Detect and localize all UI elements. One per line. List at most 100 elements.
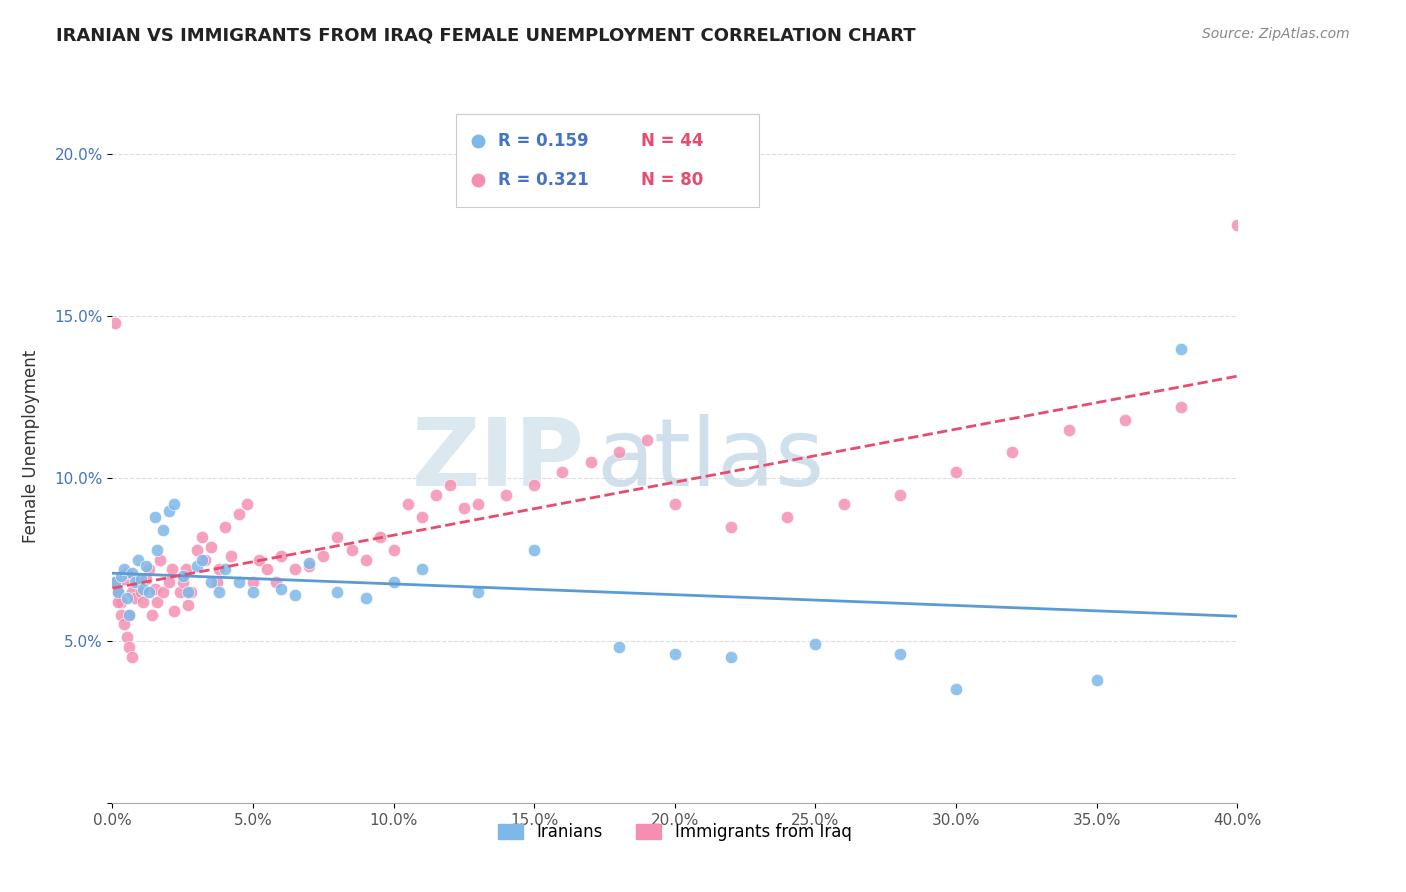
- Point: [523, 542, 546, 557]
- Point: [112, 572, 135, 586]
- Point: [776, 510, 799, 524]
- Point: [135, 572, 157, 586]
- Point: [132, 595, 155, 609]
- Point: [152, 585, 174, 599]
- Text: N = 44: N = 44: [641, 132, 703, 150]
- Point: [172, 568, 194, 582]
- Point: [354, 552, 377, 566]
- Y-axis label: Female Unemployment: Female Unemployment: [22, 350, 41, 542]
- Point: [191, 552, 214, 566]
- Point: [236, 497, 259, 511]
- Point: [177, 598, 200, 612]
- Point: [228, 507, 250, 521]
- Point: [110, 595, 132, 609]
- Point: [1170, 342, 1192, 356]
- Point: [163, 604, 186, 618]
- Point: [107, 595, 129, 609]
- Point: [326, 530, 349, 544]
- Point: [152, 524, 174, 538]
- Point: [129, 572, 152, 586]
- Point: [112, 617, 135, 632]
- Text: atlas: atlas: [596, 414, 824, 507]
- Point: [205, 575, 228, 590]
- Point: [523, 478, 546, 492]
- Point: [1226, 219, 1249, 233]
- Point: [177, 585, 200, 599]
- Text: R = 0.159: R = 0.159: [498, 132, 589, 150]
- Point: [284, 562, 307, 576]
- Point: [110, 607, 132, 622]
- Point: [118, 640, 141, 654]
- Point: [270, 549, 292, 564]
- Point: [467, 585, 489, 599]
- Point: [228, 575, 250, 590]
- Point: [104, 575, 127, 590]
- Point: [354, 591, 377, 606]
- Point: [118, 607, 141, 622]
- Point: [664, 497, 686, 511]
- Point: [146, 595, 169, 609]
- Text: R = 0.321: R = 0.321: [498, 171, 589, 189]
- Point: [146, 542, 169, 557]
- Point: [312, 549, 335, 564]
- Text: Source: ZipAtlas.com: Source: ZipAtlas.com: [1202, 27, 1350, 41]
- FancyBboxPatch shape: [456, 114, 759, 207]
- Point: [889, 647, 911, 661]
- Point: [720, 649, 742, 664]
- Point: [124, 591, 146, 606]
- Point: [1001, 445, 1024, 459]
- Point: [118, 607, 141, 622]
- Text: N = 80: N = 80: [641, 171, 703, 189]
- Point: [270, 582, 292, 596]
- Point: [115, 591, 138, 606]
- Point: [157, 575, 180, 590]
- Point: [242, 575, 264, 590]
- Point: [104, 575, 127, 590]
- Point: [163, 497, 186, 511]
- Text: ZIP: ZIP: [412, 414, 585, 507]
- Point: [112, 562, 135, 576]
- Point: [124, 575, 146, 590]
- Point: [298, 556, 321, 570]
- Point: [945, 682, 967, 697]
- Point: [945, 465, 967, 479]
- Point: [121, 585, 143, 599]
- Point: [607, 640, 630, 654]
- Point: [129, 585, 152, 599]
- Point: [804, 637, 827, 651]
- Point: [1085, 673, 1108, 687]
- Point: [191, 530, 214, 544]
- Point: [138, 562, 160, 576]
- Point: [579, 455, 602, 469]
- Point: [104, 316, 127, 330]
- Legend: Iranians, Immigrants from Iraq: Iranians, Immigrants from Iraq: [492, 817, 858, 848]
- Point: [467, 497, 489, 511]
- Point: [186, 559, 208, 574]
- Point: [439, 478, 461, 492]
- Point: [115, 631, 138, 645]
- Point: [264, 575, 287, 590]
- Text: IRANIAN VS IMMIGRANTS FROM IRAQ FEMALE UNEMPLOYMENT CORRELATION CHART: IRANIAN VS IMMIGRANTS FROM IRAQ FEMALE U…: [56, 27, 915, 45]
- Point: [194, 552, 217, 566]
- Point: [382, 542, 405, 557]
- Point: [132, 582, 155, 596]
- Point: [141, 607, 163, 622]
- Point: [298, 559, 321, 574]
- Point: [368, 530, 391, 544]
- Point: [200, 540, 222, 554]
- Point: [326, 585, 349, 599]
- Point: [143, 510, 166, 524]
- Point: [110, 568, 132, 582]
- Point: [208, 562, 231, 576]
- Point: [174, 562, 197, 576]
- Point: [143, 582, 166, 596]
- Point: [107, 585, 129, 599]
- Point: [200, 575, 222, 590]
- Point: [149, 552, 172, 566]
- Point: [551, 465, 574, 479]
- Point: [284, 588, 307, 602]
- Point: [214, 520, 236, 534]
- Point: [138, 585, 160, 599]
- Point: [636, 433, 658, 447]
- Point: [157, 504, 180, 518]
